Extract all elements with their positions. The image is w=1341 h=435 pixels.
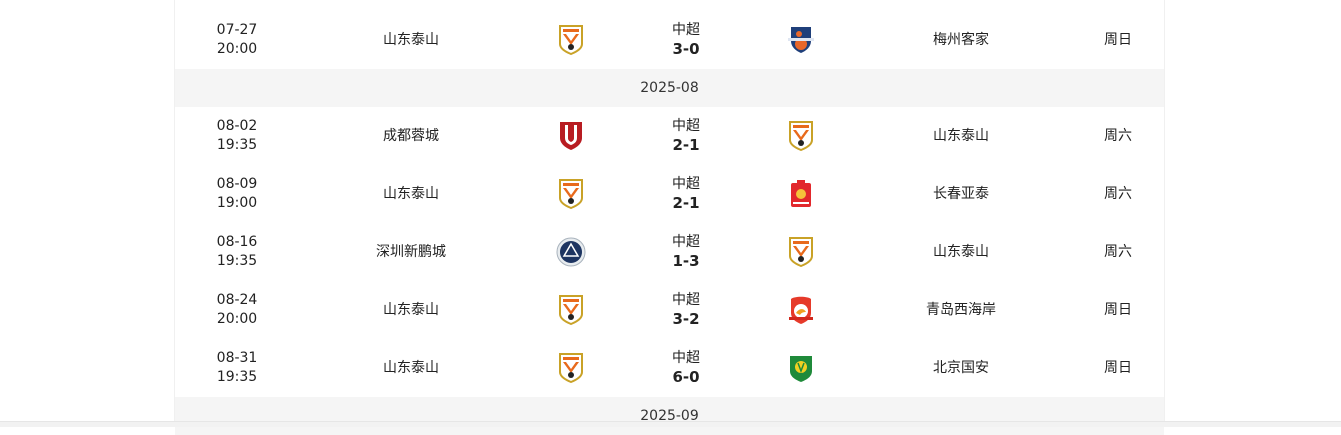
match-score[interactable]: 中超 2-1 <box>672 107 700 165</box>
home-team-name[interactable]: 山东泰山 <box>383 185 439 202</box>
home-team-logo-icon[interactable] <box>559 107 583 165</box>
league-name: 中超 <box>672 176 700 192</box>
match-row[interactable]: 08-09 19:00 山东泰山 中超 2-1 长春亚泰 周六 <box>175 165 1164 223</box>
month-header: 2025-08 <box>175 69 1164 107</box>
home-team-logo-icon[interactable] <box>559 165 583 223</box>
match-date: 07-27 <box>216 22 258 38</box>
match-time: 19:35 <box>216 137 258 153</box>
match-datetime: 08-02 19:35 <box>217 107 258 165</box>
month-header: 2025-09 <box>175 397 1164 435</box>
weekday: 周日 <box>1104 301 1132 318</box>
away-team-name[interactable]: 梅州客家 <box>933 31 989 48</box>
match-date: 08-09 <box>216 176 258 192</box>
home-team-name[interactable]: 深圳新鹏城 <box>376 243 446 260</box>
match-datetime: 08-24 20:00 <box>217 281 258 339</box>
score-value: 6-0 <box>672 368 700 386</box>
away-team-logo-icon[interactable] <box>788 339 814 397</box>
match-row[interactable]: 08-31 19:35 山东泰山 中超 6-0 北京国安 周日 <box>175 339 1164 397</box>
home-team-name[interactable]: 山东泰山 <box>383 301 439 318</box>
match-row[interactable]: 08-24 20:00 山东泰山 中超 3-2 青岛西海岸 周日 <box>175 281 1164 339</box>
home-team-logo-icon[interactable] <box>559 339 583 397</box>
match-time: 19:35 <box>216 253 258 269</box>
score-value: 2-1 <box>672 194 700 212</box>
score-value: 3-2 <box>672 310 700 328</box>
away-team-name[interactable]: 北京国安 <box>933 359 989 376</box>
horizontal-scrollbar[interactable] <box>0 421 1341 427</box>
away-team-name[interactable]: 青岛西海岸 <box>926 301 996 318</box>
match-date: 08-24 <box>216 292 258 308</box>
match-datetime: 08-09 19:00 <box>217 165 258 223</box>
match-score[interactable]: 中超 3-2 <box>672 281 700 339</box>
match-row[interactable]: 08-02 19:35 成都蓉城 中超 2-1 山东泰山 周六 <box>175 107 1164 165</box>
weekday: 周六 <box>1104 243 1132 260</box>
away-team-name[interactable]: 山东泰山 <box>933 127 989 144</box>
away-team-name[interactable]: 长春亚泰 <box>933 185 989 202</box>
away-team-name[interactable]: 山东泰山 <box>933 243 989 260</box>
match-score[interactable]: 中超 3-0 <box>672 11 700 69</box>
match-time: 20:00 <box>216 311 258 327</box>
match-score[interactable]: 中超 2-1 <box>672 165 700 223</box>
match-row[interactable]: 07-27 20:00 山东泰山 中超 3-0 梅州客家 周日 <box>175 11 1164 69</box>
match-date: 08-02 <box>216 118 258 134</box>
match-score[interactable]: 中超 6-0 <box>672 339 700 397</box>
weekday: 周六 <box>1104 127 1132 144</box>
home-team-logo-icon[interactable] <box>556 223 586 281</box>
away-team-logo-icon[interactable] <box>789 107 813 165</box>
match-date: 08-16 <box>216 234 258 250</box>
match-score[interactable]: 中超 1-3 <box>672 223 700 281</box>
weekday: 周六 <box>1104 185 1132 202</box>
away-team-logo-icon[interactable] <box>789 165 813 223</box>
away-team-logo-icon[interactable] <box>788 281 814 339</box>
league-name: 中超 <box>672 292 700 308</box>
score-value: 2-1 <box>672 136 700 154</box>
match-time: 19:35 <box>216 369 258 385</box>
home-team-name[interactable]: 成都蓉城 <box>383 127 439 144</box>
match-date: 08-31 <box>216 350 258 366</box>
league-name: 中超 <box>672 118 700 134</box>
score-value: 3-0 <box>672 40 700 58</box>
weekday: 周日 <box>1104 359 1132 376</box>
match-datetime: 08-16 19:35 <box>217 223 258 281</box>
league-name: 中超 <box>672 22 700 38</box>
score-value: 1-3 <box>672 252 700 270</box>
home-team-logo-icon[interactable] <box>559 281 583 339</box>
match-row[interactable]: 08-16 19:35 深圳新鹏城 中超 1-3 山东泰山 周六 <box>175 223 1164 281</box>
match-time: 20:00 <box>216 41 258 57</box>
match-time: 19:00 <box>216 195 258 211</box>
home-team-logo-icon[interactable] <box>559 11 583 69</box>
league-name: 中超 <box>672 234 700 250</box>
schedule-list: 07-27 20:00 山东泰山 中超 3-0 梅州客家 周日 2025-08 0… <box>174 0 1165 435</box>
match-datetime: 07-27 20:00 <box>217 11 258 69</box>
league-name: 中超 <box>672 350 700 366</box>
match-datetime: 08-31 19:35 <box>217 339 258 397</box>
away-team-logo-icon[interactable] <box>789 223 813 281</box>
home-team-name[interactable]: 山东泰山 <box>383 31 439 48</box>
weekday: 周日 <box>1104 31 1132 48</box>
home-team-name[interactable]: 山东泰山 <box>383 359 439 376</box>
away-team-logo-icon[interactable] <box>786 11 816 69</box>
